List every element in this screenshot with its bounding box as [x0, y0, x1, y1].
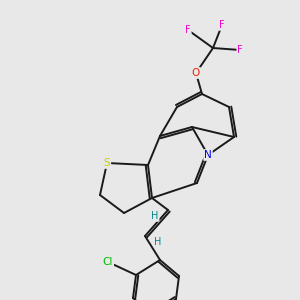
Text: H: H [154, 237, 162, 247]
Text: S: S [104, 158, 110, 168]
Text: N: N [204, 150, 212, 160]
Text: Cl: Cl [103, 257, 113, 267]
Text: F: F [185, 25, 191, 35]
Text: H: H [151, 211, 159, 221]
Text: F: F [237, 45, 243, 55]
Text: O: O [192, 68, 200, 78]
Text: F: F [219, 20, 225, 30]
